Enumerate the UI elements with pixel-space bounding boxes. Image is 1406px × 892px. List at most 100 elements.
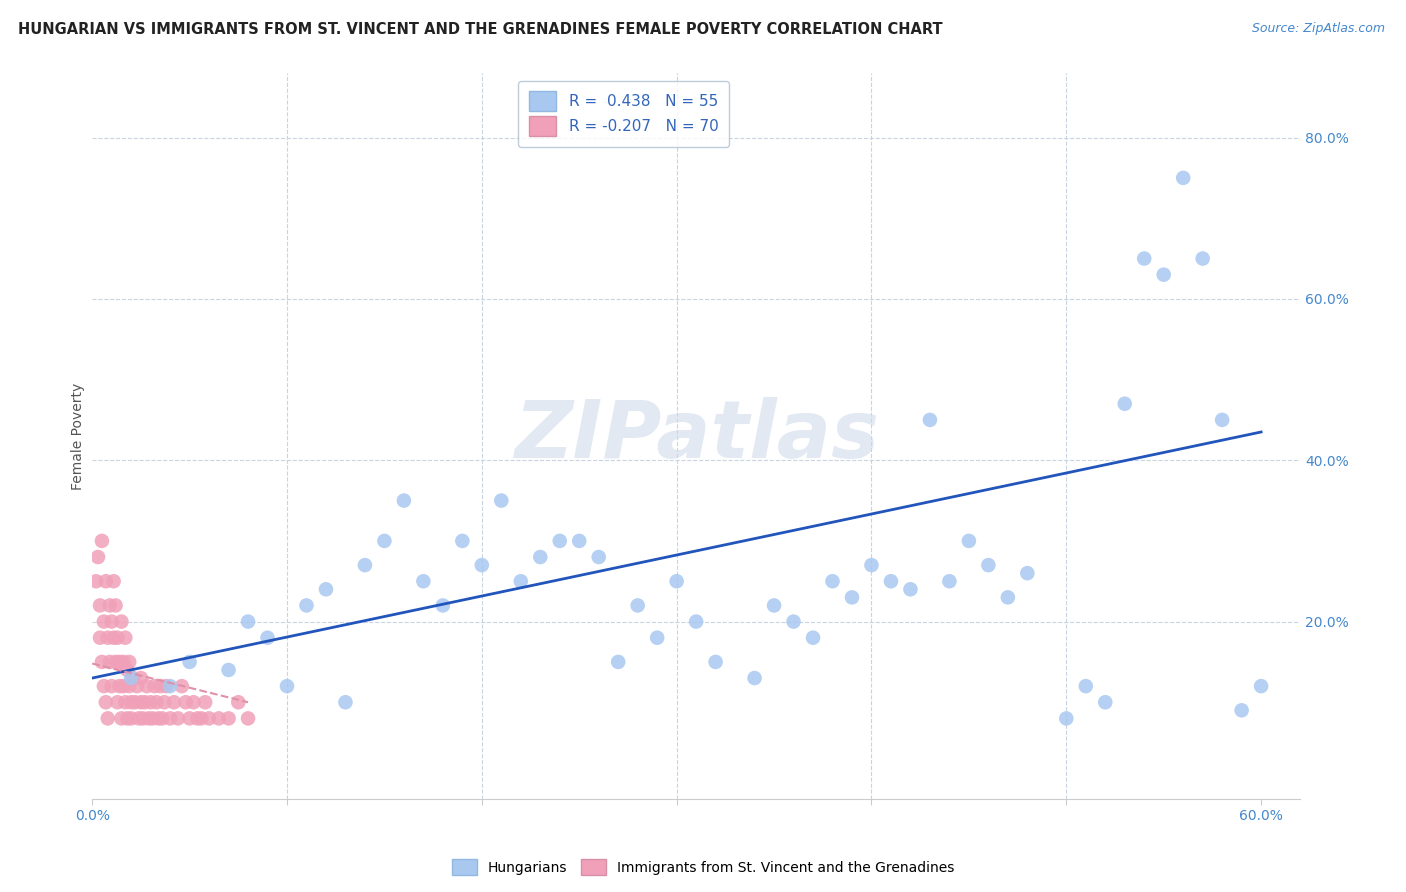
Point (117, 663, 139, 677)
Point (938, 574, 960, 589)
Point (1094, 695, 1116, 709)
Point (138, 711, 160, 725)
Point (118, 679, 141, 693)
Point (145, 695, 167, 709)
Point (782, 615, 804, 629)
Point (607, 655, 630, 669)
Legend: Hungarians, Immigrants from St. Vincent and the Grenadines: Hungarians, Immigrants from St. Vincent … (446, 854, 960, 880)
Point (98, 655, 121, 669)
Point (509, 574, 531, 589)
Point (125, 679, 148, 693)
Point (1173, 170, 1195, 185)
Point (124, 695, 146, 709)
Point (94, 574, 117, 589)
Point (132, 711, 155, 725)
Point (89, 599, 111, 613)
Point (129, 671, 152, 685)
Point (977, 558, 1000, 573)
Point (120, 695, 142, 709)
Point (236, 711, 259, 725)
Point (179, 655, 201, 669)
Point (143, 679, 166, 693)
Text: Source: ZipAtlas.com: Source: ZipAtlas.com (1251, 22, 1385, 36)
Point (1250, 679, 1272, 693)
Point (179, 711, 201, 725)
Point (84, 574, 107, 589)
Point (451, 533, 474, 548)
Point (167, 711, 190, 725)
Point (194, 695, 217, 709)
Point (153, 695, 176, 709)
Point (226, 695, 249, 709)
Point (704, 655, 727, 669)
Point (97, 711, 120, 725)
Point (108, 679, 131, 693)
Point (918, 413, 941, 427)
Point (104, 599, 127, 613)
Point (107, 695, 129, 709)
Point (90, 655, 112, 669)
Point (900, 582, 922, 597)
Point (159, 711, 181, 725)
Point (149, 679, 172, 693)
Point (588, 549, 610, 564)
Legend: R =  0.438   N = 55, R = -0.207   N = 70: R = 0.438 N = 55, R = -0.207 N = 70 (519, 80, 730, 146)
Point (529, 549, 551, 564)
Point (170, 679, 193, 693)
Point (860, 558, 883, 573)
Point (94, 695, 117, 709)
Point (155, 679, 177, 693)
Point (190, 711, 212, 725)
Point (89, 631, 111, 645)
Point (118, 655, 141, 669)
Point (90, 533, 112, 548)
Point (104, 655, 127, 669)
Text: ZIPatlas: ZIPatlas (513, 397, 879, 475)
Point (117, 711, 139, 725)
Point (354, 558, 377, 573)
Point (93, 615, 115, 629)
Point (315, 582, 337, 597)
Point (148, 711, 170, 725)
Point (103, 631, 125, 645)
Point (218, 711, 240, 725)
Point (103, 574, 125, 589)
Text: HUNGARIAN VS IMMIGRANTS FROM ST. VINCENT AND THE GRENADINES FEMALE POVERTY CORRE: HUNGARIAN VS IMMIGRANTS FROM ST. VINCENT… (18, 22, 943, 37)
Point (114, 631, 136, 645)
Point (198, 711, 221, 725)
Point (163, 695, 186, 709)
Point (432, 599, 454, 613)
Point (120, 671, 142, 685)
Point (744, 671, 766, 685)
Point (135, 679, 157, 693)
Point (120, 711, 142, 725)
Point (107, 631, 129, 645)
Point (568, 533, 591, 548)
Point (108, 655, 131, 669)
Point (174, 695, 197, 709)
Point (142, 711, 165, 725)
Point (821, 574, 844, 589)
Point (957, 533, 980, 548)
Point (97, 631, 120, 645)
Point (1114, 397, 1136, 411)
Point (112, 679, 135, 693)
Point (392, 493, 415, 508)
Point (110, 711, 132, 725)
Point (373, 533, 395, 548)
Point (471, 558, 494, 573)
Point (98, 599, 121, 613)
Point (645, 631, 668, 645)
Point (1133, 252, 1156, 266)
Point (665, 574, 688, 589)
Point (1211, 413, 1233, 427)
Point (114, 695, 136, 709)
Point (548, 533, 571, 548)
Point (110, 615, 132, 629)
Point (122, 671, 145, 685)
Point (150, 711, 173, 725)
Point (880, 574, 903, 589)
Point (801, 631, 824, 645)
Point (100, 679, 122, 693)
Point (208, 711, 231, 725)
